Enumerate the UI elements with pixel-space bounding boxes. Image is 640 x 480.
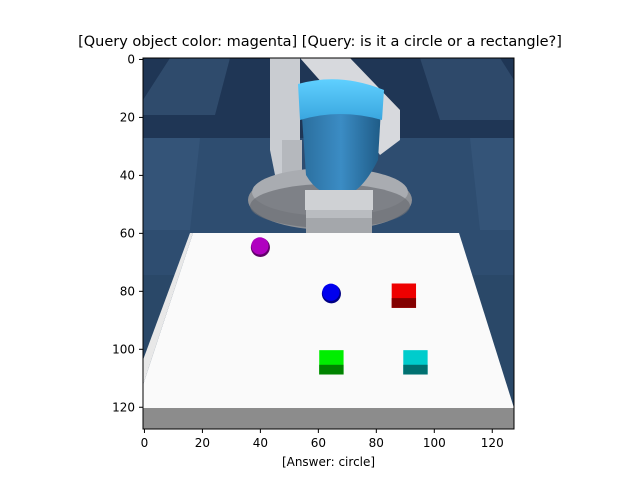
cyan-cube xyxy=(403,350,428,375)
y-tick: 40 xyxy=(120,168,143,182)
y-tick: 20 xyxy=(120,110,143,124)
green-cube xyxy=(319,350,344,375)
scene-image xyxy=(143,58,514,429)
x-tick-label: 0 xyxy=(141,436,149,450)
y-tick: 120 xyxy=(112,400,143,414)
x-tick-label: 60 xyxy=(311,436,326,450)
x-tick-label: 80 xyxy=(369,436,384,450)
y-tick-label: 20 xyxy=(120,110,135,124)
x-tick: 60 xyxy=(311,429,326,450)
x-tick-label: 40 xyxy=(253,436,268,450)
axes-frame xyxy=(142,57,515,430)
blue-sphere xyxy=(321,283,341,304)
x-tick-label: 20 xyxy=(195,436,210,450)
y-tick-label: 80 xyxy=(120,284,135,298)
y-tick-label: 40 xyxy=(120,168,135,182)
plot-title: [Query object color: magenta] [Query: is… xyxy=(78,34,562,50)
x-tick-label: 100 xyxy=(423,436,446,450)
red-cube xyxy=(391,283,417,308)
x-tick: 120 xyxy=(481,429,504,450)
x-tick: 20 xyxy=(195,429,210,450)
x-tick: 80 xyxy=(369,429,384,450)
y-tick: 60 xyxy=(120,226,143,240)
x-tick: 100 xyxy=(423,429,446,450)
y-axis: 0 20 40 60 80 100 120 xyxy=(112,52,143,414)
y-tick-label: 0 xyxy=(127,52,135,66)
y-tick: 80 xyxy=(120,284,143,298)
x-tick-label: 120 xyxy=(481,436,504,450)
y-tick: 100 xyxy=(112,342,143,356)
y-tick: 0 xyxy=(127,52,143,66)
x-axis-label: [Answer: circle] xyxy=(281,455,376,469)
y-tick-label: 120 xyxy=(112,400,135,414)
x-tick: 40 xyxy=(253,429,268,450)
x-axis: 0 20 40 60 80 100 120 xyxy=(141,429,504,450)
y-tick-label: 60 xyxy=(120,226,135,240)
y-tick-label: 100 xyxy=(112,342,135,356)
scene-objects xyxy=(250,237,428,375)
x-tick: 0 xyxy=(141,429,149,450)
magenta-sphere xyxy=(250,237,270,257)
